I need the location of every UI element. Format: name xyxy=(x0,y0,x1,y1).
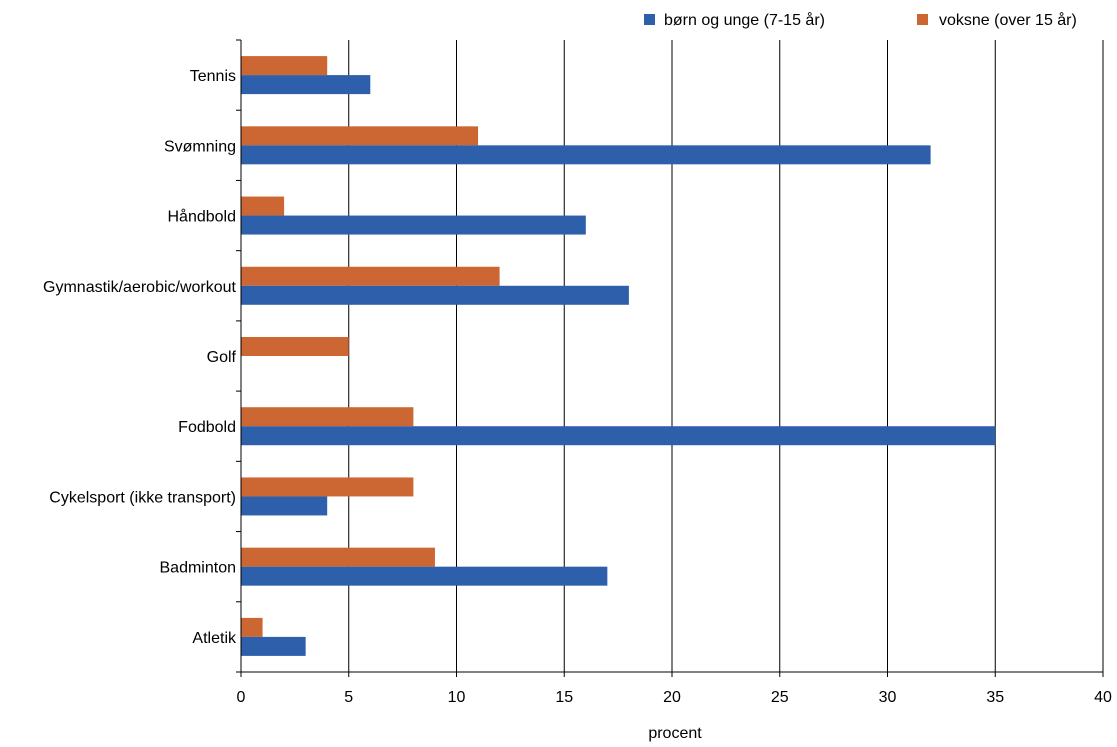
y-category-label: Cykelsport (ikke transport) xyxy=(49,489,236,506)
x-tick-label: 15 xyxy=(555,689,573,706)
bar-voksne xyxy=(241,126,479,146)
y-category-label: Gymnastik/aerobic/workout xyxy=(43,279,237,296)
axes xyxy=(236,39,1104,677)
x-tick-label: 40 xyxy=(1094,689,1112,706)
legend-label: børn og unge (7-15 år) xyxy=(664,11,825,29)
bars xyxy=(241,56,996,656)
legend: børn og unge (7-15 år) voksne (over 15 år… xyxy=(644,11,1077,29)
bar-voksne xyxy=(241,617,263,637)
bar-born-og-unge xyxy=(241,636,306,656)
x-tick-label: 20 xyxy=(663,689,681,706)
bar-born-og-unge xyxy=(241,496,328,516)
bar-voksne xyxy=(241,407,414,427)
bar-born-og-unge xyxy=(241,145,931,165)
y-category-label: Atletik xyxy=(192,630,237,647)
bar-born-og-unge xyxy=(241,215,586,235)
bar-voksne xyxy=(241,337,349,356)
y-category-label: Badminton xyxy=(160,560,237,577)
y-category-label: Håndbold xyxy=(168,208,237,226)
x-axis-title: procent xyxy=(648,725,702,742)
bar-born-og-unge xyxy=(241,75,371,95)
bar-voksne xyxy=(241,266,500,286)
x-tick-label: 25 xyxy=(771,689,789,706)
y-category-label: Golf xyxy=(207,349,237,366)
bar-voksne xyxy=(241,477,414,497)
y-category-label: Tennis xyxy=(190,68,236,85)
legend-label: voksne (over 15 år) xyxy=(939,11,1077,29)
x-tick-label: 35 xyxy=(986,689,1004,706)
x-tick-label: 30 xyxy=(879,689,897,706)
bar-born-og-unge xyxy=(241,566,608,586)
bar-voksne xyxy=(241,547,435,567)
bar-born-og-unge xyxy=(241,285,629,305)
y-category-label: Svømning xyxy=(164,138,236,155)
x-tick-label: 10 xyxy=(448,689,466,706)
x-tick-label: 0 xyxy=(237,689,246,706)
bar-born-og-unge xyxy=(241,426,996,446)
bar-voksne xyxy=(241,196,285,216)
legend-swatch xyxy=(644,14,655,25)
y-tick-labels: Tennis Svømning Håndbold Gymnastik/aerobic/… xyxy=(43,68,237,647)
legend-swatch xyxy=(917,14,928,25)
x-tick-labels: 0 5 10 15 20 25 30 35 40 xyxy=(237,689,1112,706)
x-tick-label: 5 xyxy=(344,689,353,706)
y-category-label: Fodbold xyxy=(178,419,236,436)
bar-voksne xyxy=(241,56,328,76)
